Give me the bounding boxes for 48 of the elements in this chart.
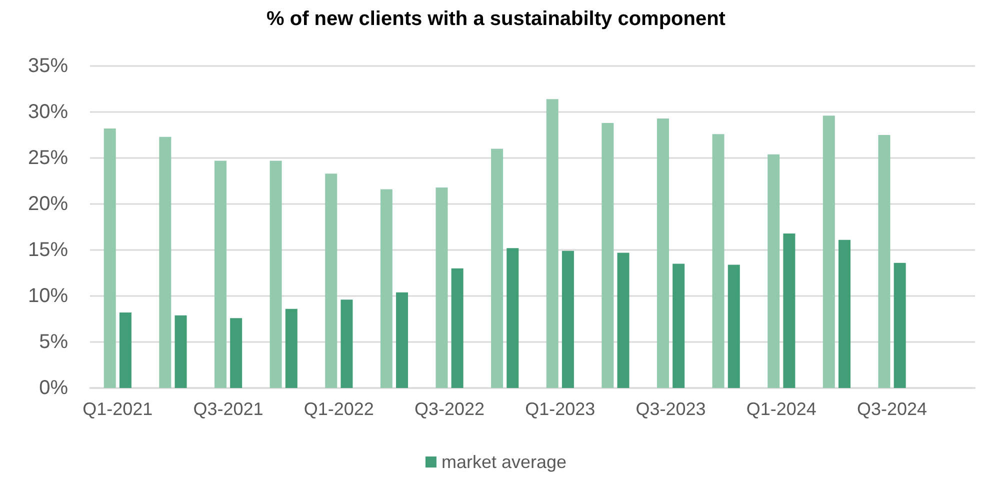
x-tick-label: Q1-2021 bbox=[82, 399, 153, 419]
bar bbox=[159, 136, 172, 388]
bar bbox=[878, 135, 890, 388]
legend-label: market average bbox=[441, 452, 567, 472]
y-tick-label: 20% bbox=[28, 193, 68, 215]
x-tick-label: Q1-2023 bbox=[525, 399, 596, 419]
bar bbox=[894, 262, 906, 388]
y-tick-label: 5% bbox=[39, 331, 68, 353]
bar bbox=[768, 154, 780, 388]
bar bbox=[396, 292, 408, 388]
x-tick-label: Q1-2024 bbox=[746, 399, 816, 419]
bar bbox=[822, 116, 835, 388]
bar bbox=[119, 312, 132, 388]
bar bbox=[602, 123, 614, 388]
bar bbox=[214, 160, 226, 388]
bar bbox=[451, 268, 464, 388]
bar bbox=[380, 189, 392, 388]
bar bbox=[562, 250, 574, 388]
bar bbox=[728, 264, 740, 388]
bar bbox=[491, 148, 504, 388]
x-tick-label: Q3-2023 bbox=[636, 399, 706, 419]
x-tick-label: Q1-2022 bbox=[304, 399, 374, 419]
bar bbox=[340, 300, 353, 388]
bar bbox=[436, 187, 448, 388]
x-tick-label: Q3-2021 bbox=[193, 399, 264, 419]
bar bbox=[712, 134, 724, 388]
bar bbox=[285, 308, 298, 388]
chart-title: % of new clients with a sustainabilty component bbox=[266, 8, 726, 30]
bar bbox=[838, 240, 851, 388]
bar bbox=[174, 315, 187, 388]
y-tick-label: 0% bbox=[39, 377, 68, 399]
bar bbox=[656, 118, 669, 388]
x-tick-label: Q3-2024 bbox=[857, 399, 928, 419]
y-tick-label: 10% bbox=[28, 285, 68, 307]
y-tick-label: 15% bbox=[28, 239, 68, 261]
bar bbox=[325, 174, 338, 388]
bar bbox=[104, 128, 116, 388]
bar bbox=[546, 99, 558, 388]
bar bbox=[672, 264, 685, 388]
y-tick-label: 35% bbox=[28, 55, 68, 77]
bar bbox=[506, 248, 519, 388]
bar bbox=[230, 318, 242, 388]
x-tick-label: Q3-2022 bbox=[414, 399, 485, 419]
y-tick-label: 25% bbox=[28, 147, 68, 169]
bar bbox=[783, 233, 796, 388]
y-tick-label: 30% bbox=[28, 101, 68, 123]
bar bbox=[270, 160, 282, 388]
bar bbox=[617, 252, 630, 388]
